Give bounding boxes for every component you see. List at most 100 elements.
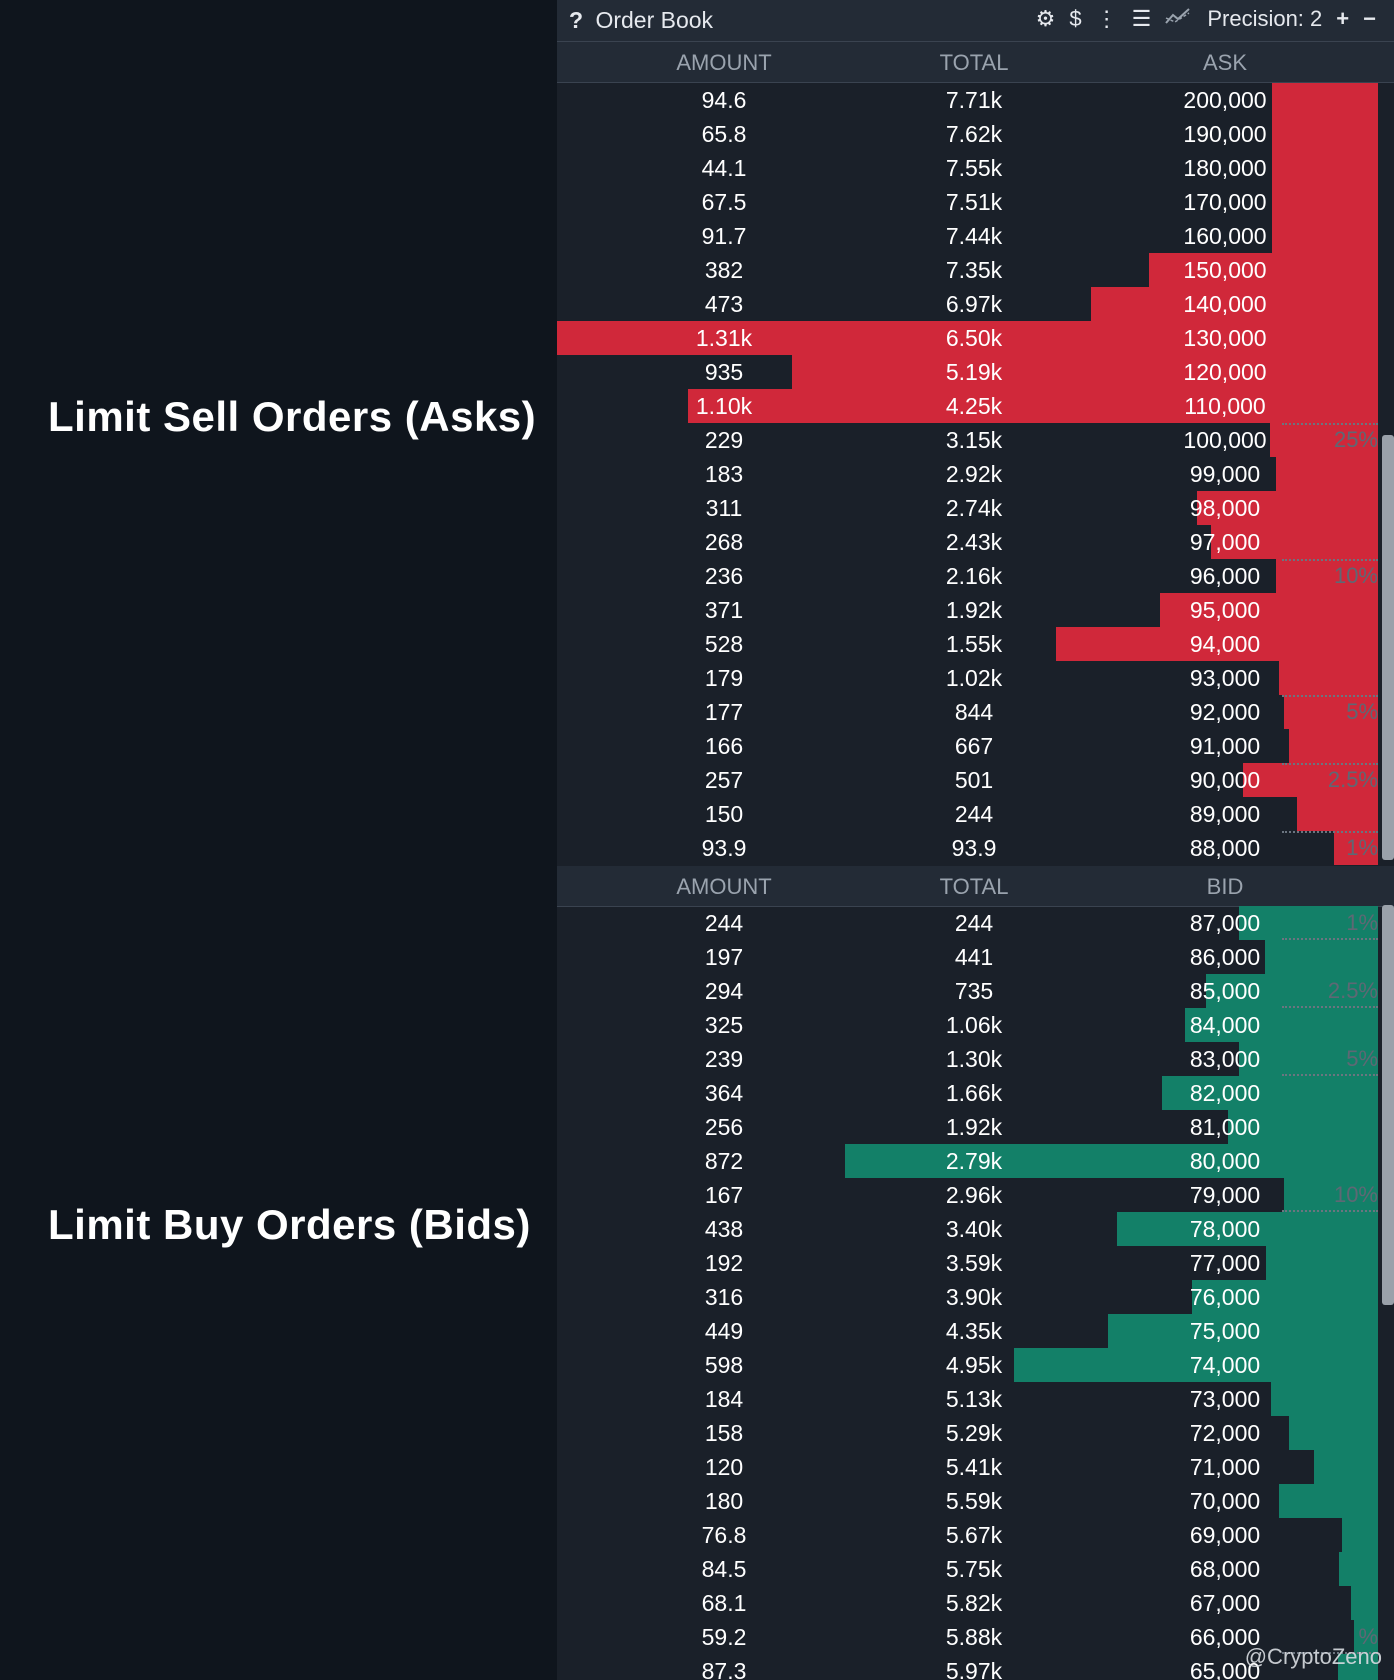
bid-row[interactable]: 84.5 5.75k 68,000 [557, 1552, 1394, 1586]
ask-depth-bar [1297, 797, 1378, 831]
ask-amount-header[interactable]: AMOUNT [676, 50, 772, 75]
ask-row[interactable]: 67.5 7.51k 170,000 [557, 185, 1394, 219]
ask-total-cell: 3.15k [945, 427, 1003, 453]
ask-total-cell: 7.55k [945, 155, 1003, 181]
ask-amount-cell: 528 [704, 631, 744, 657]
bid-price-cell: 72,000 [1189, 1420, 1261, 1446]
ask-depth-bar [1243, 763, 1378, 797]
bid-amount-cell: 192 [704, 1250, 744, 1276]
bid-row[interactable]: 598 4.95k 74,000 [557, 1348, 1394, 1382]
ask-row[interactable]: 528 1.55k 94,000 [557, 627, 1394, 661]
bid-row[interactable]: 184 5.13k 73,000 [557, 1382, 1394, 1416]
bid-row[interactable]: 68.1 5.82k 67,000 [557, 1586, 1394, 1620]
bid-row[interactable]: 76.8 5.67k 69,000 [557, 1518, 1394, 1552]
bid-price-cell: 65,000 [1189, 1658, 1261, 1680]
ask-row[interactable]: 1% 93.9 93.9 88,000 [557, 831, 1394, 865]
bid-percent-marker [1282, 938, 1378, 940]
ask-row[interactable]: 25% 229 3.15k 100,000 [557, 423, 1394, 457]
bid-row[interactable]: % 59.2 5.88k 66,000 [557, 1620, 1394, 1654]
ask-total-cell: 844 [954, 699, 994, 725]
bid-row[interactable]: 2.5% 294 735 85,000 [557, 974, 1394, 1008]
ask-row[interactable]: 166 667 91,000 [557, 729, 1394, 763]
ask-row[interactable]: 179 1.02k 93,000 [557, 661, 1394, 695]
bid-row[interactable]: 158 5.29k 72,000 [557, 1416, 1394, 1450]
ask-row[interactable]: 268 2.43k 97,000 [557, 525, 1394, 559]
ask-row[interactable]: 1.10k 4.25k 110,000 [557, 389, 1394, 423]
gear-icon[interactable]: ⚙ [1035, 6, 1056, 31]
ask-row[interactable]: 935 5.19k 120,000 [557, 355, 1394, 389]
ask-percent-marker [1282, 559, 1378, 561]
bid-row[interactable]: 438 3.40k 78,000 [557, 1212, 1394, 1246]
bid-depth-bar [1014, 1348, 1378, 1382]
ask-price-header[interactable]: ASK [1202, 50, 1248, 75]
depth-chart-icon[interactable] [1165, 6, 1191, 32]
ask-row[interactable]: 65.8 7.62k 190,000 [557, 117, 1394, 151]
bid-depth-bar [1342, 1518, 1378, 1552]
ask-amount-cell: 382 [704, 257, 744, 283]
ask-total-cell: 5.19k [945, 359, 1003, 385]
bid-amount-cell: 872 [704, 1148, 744, 1174]
bid-price-header[interactable]: BID [1206, 874, 1244, 899]
ask-row[interactable]: 10% 236 2.16k 96,000 [557, 559, 1394, 593]
bid-row[interactable]: 10% 167 2.96k 79,000 [557, 1178, 1394, 1212]
bars-icon[interactable]: ☰ [1131, 6, 1152, 31]
bid-row[interactable]: 180 5.59k 70,000 [557, 1484, 1394, 1518]
bid-depth-bar [1117, 1212, 1378, 1246]
ask-amount-cell: 1.10k [695, 393, 753, 419]
bid-row[interactable]: 120 5.41k 71,000 [557, 1450, 1394, 1484]
bid-row[interactable]: 449 4.35k 75,000 [557, 1314, 1394, 1348]
bid-amount-cell: 76.8 [701, 1522, 747, 1548]
bid-depth-bar [1192, 1280, 1378, 1314]
bid-total-header[interactable]: TOTAL [939, 874, 1009, 899]
ask-row[interactable]: 150 244 89,000 [557, 797, 1394, 831]
bid-row[interactable]: 197 441 86,000 [557, 940, 1394, 974]
minus-icon[interactable]: − [1363, 6, 1376, 31]
more-icon[interactable]: ⋮ [1095, 6, 1118, 31]
ask-total-cell: 4.25k [945, 393, 1003, 419]
bid-row[interactable]: 87.3 5.97k 65,000 [557, 1654, 1394, 1680]
ask-depth-bar [1270, 423, 1378, 457]
bid-row[interactable]: 316 3.90k 76,000 [557, 1280, 1394, 1314]
bid-row[interactable]: 5% 239 1.30k 83,000 [557, 1042, 1394, 1076]
bid-price-cell: 67,000 [1189, 1590, 1261, 1616]
bid-total-cell: 5.41k [945, 1454, 1003, 1480]
bid-row[interactable]: 325 1.06k 84,000 [557, 1008, 1394, 1042]
bid-row[interactable]: 192 3.59k 77,000 [557, 1246, 1394, 1280]
bid-row[interactable]: 364 1.66k 82,000 [557, 1076, 1394, 1110]
ask-row[interactable]: 2.5% 257 501 90,000 [557, 763, 1394, 797]
ask-row[interactable]: 1.31k 6.50k 130,000 [557, 321, 1394, 355]
ask-total-cell: 2.16k [945, 563, 1003, 589]
ask-row[interactable]: 311 2.74k 98,000 [557, 491, 1394, 525]
bids-scrollbar[interactable] [1382, 905, 1394, 1305]
bid-total-cell: 5.88k [945, 1624, 1003, 1650]
asks-scrollbar[interactable] [1382, 435, 1394, 860]
ask-row[interactable]: 91.7 7.44k 160,000 [557, 219, 1394, 253]
bid-row[interactable]: 872 2.79k 80,000 [557, 1144, 1394, 1178]
ask-row[interactable]: 94.6 7.71k 200,000 [557, 83, 1394, 117]
dollar-icon[interactable]: $ [1069, 6, 1082, 31]
bid-row[interactable]: 256 1.92k 81,000 [557, 1110, 1394, 1144]
ask-row[interactable]: 473 6.97k 140,000 [557, 287, 1394, 321]
help-icon[interactable]: ? [569, 7, 584, 33]
bid-depth-bar [1162, 1076, 1378, 1110]
ask-percent-label: 25% [1333, 427, 1378, 452]
ask-row[interactable]: 371 1.92k 95,000 [557, 593, 1394, 627]
bid-price-cell: 77,000 [1189, 1250, 1261, 1276]
bid-total-cell: 5.29k [945, 1420, 1003, 1446]
ask-total-cell: 7.35k [945, 257, 1003, 283]
ask-row[interactable]: 44.1 7.55k 180,000 [557, 151, 1394, 185]
bid-amount-cell: 120 [704, 1454, 744, 1480]
ask-price-cell: 190,000 [1183, 121, 1267, 147]
ask-row[interactable]: 183 2.92k 99,000 [557, 457, 1394, 491]
ask-total-header[interactable]: TOTAL [939, 50, 1009, 75]
ask-depth-bar [1160, 593, 1378, 627]
ask-row[interactable]: 5% 177 844 92,000 [557, 695, 1394, 729]
plus-icon[interactable]: + [1336, 6, 1350, 31]
bid-row[interactable]: 1% 244 244 87,000 [557, 906, 1394, 940]
ask-row[interactable]: 382 7.35k 150,000 [557, 253, 1394, 287]
bid-price-cell: 85,000 [1189, 978, 1261, 1004]
bid-percent-label: 2.5% [1327, 978, 1378, 1003]
bid-amount-header[interactable]: AMOUNT [676, 874, 772, 899]
ask-percent-label: 10% [1333, 563, 1378, 588]
bid-depth-bar [1266, 1246, 1378, 1280]
